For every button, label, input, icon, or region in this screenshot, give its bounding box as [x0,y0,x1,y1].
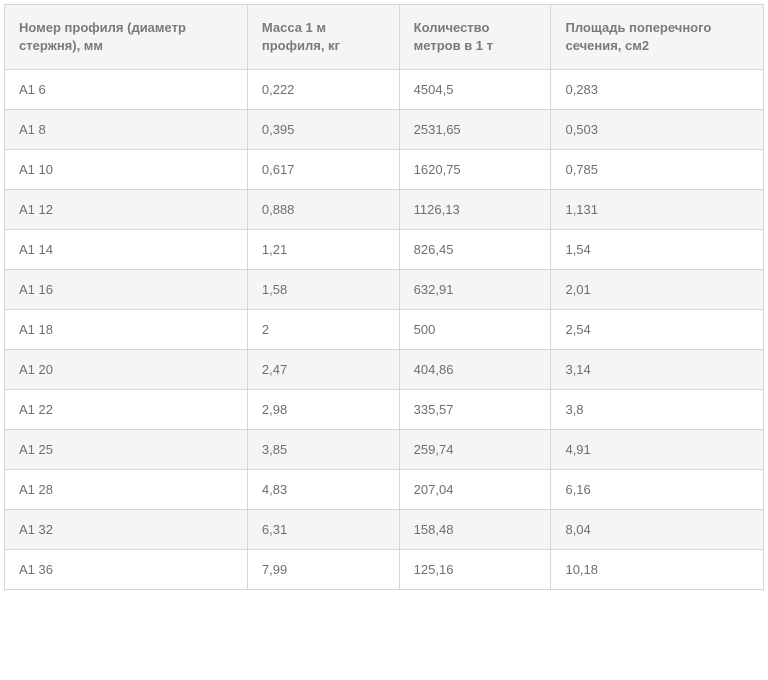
cell-meters: 404,86 [399,350,551,390]
cell-area: 2,54 [551,310,764,350]
cell-area: 1,131 [551,190,764,230]
cell-mass: 0,888 [247,190,399,230]
col-header-meters: Количество метров в 1 т [399,5,551,70]
table-row: А1 28 4,83 207,04 6,16 [5,470,764,510]
cell-profile: А1 12 [5,190,248,230]
table-row: А1 36 7,99 125,16 10,18 [5,550,764,590]
cell-meters: 158,48 [399,510,551,550]
cell-mass: 0,617 [247,150,399,190]
cell-mass: 1,21 [247,230,399,270]
cell-area: 4,91 [551,430,764,470]
table-row: А1 10 0,617 1620,75 0,785 [5,150,764,190]
table-row: А1 22 2,98 335,57 3,8 [5,390,764,430]
cell-profile: А1 14 [5,230,248,270]
cell-meters: 125,16 [399,550,551,590]
cell-mass: 7,99 [247,550,399,590]
cell-area: 0,283 [551,70,764,110]
cell-profile: А1 18 [5,310,248,350]
cell-meters: 207,04 [399,470,551,510]
cell-profile: А1 10 [5,150,248,190]
cell-area: 1,54 [551,230,764,270]
table-head: Номер профиля (диаметр стержня), мм Масс… [5,5,764,70]
cell-profile: А1 28 [5,470,248,510]
cell-area: 3,14 [551,350,764,390]
cell-mass: 0,395 [247,110,399,150]
cell-mass: 3,85 [247,430,399,470]
cell-area: 0,785 [551,150,764,190]
cell-mass: 1,58 [247,270,399,310]
col-header-area: Площадь поперечного сечения, см2 [551,5,764,70]
cell-area: 3,8 [551,390,764,430]
cell-profile: А1 8 [5,110,248,150]
cell-area: 8,04 [551,510,764,550]
table-row: А1 25 3,85 259,74 4,91 [5,430,764,470]
cell-profile: А1 16 [5,270,248,310]
cell-area: 10,18 [551,550,764,590]
cell-mass: 2,98 [247,390,399,430]
cell-meters: 500 [399,310,551,350]
col-header-profile: Номер профиля (диаметр стержня), мм [5,5,248,70]
profile-table-container: Номер профиля (диаметр стержня), мм Масс… [4,4,764,590]
cell-meters: 2531,65 [399,110,551,150]
cell-mass: 0,222 [247,70,399,110]
col-header-mass: Масса 1 м профиля, кг [247,5,399,70]
cell-mass: 2,47 [247,350,399,390]
table-row: А1 18 2 500 2,54 [5,310,764,350]
cell-meters: 4504,5 [399,70,551,110]
cell-meters: 826,45 [399,230,551,270]
cell-area: 2,01 [551,270,764,310]
cell-meters: 335,57 [399,390,551,430]
table-body: А1 6 0,222 4504,5 0,283 А1 8 0,395 2531,… [5,70,764,590]
table-row: А1 6 0,222 4504,5 0,283 [5,70,764,110]
table-row: А1 14 1,21 826,45 1,54 [5,230,764,270]
cell-meters: 1126,13 [399,190,551,230]
cell-meters: 259,74 [399,430,551,470]
cell-meters: 1620,75 [399,150,551,190]
cell-profile: А1 36 [5,550,248,590]
cell-meters: 632,91 [399,270,551,310]
table-row: А1 16 1,58 632,91 2,01 [5,270,764,310]
cell-mass: 4,83 [247,470,399,510]
cell-mass: 6,31 [247,510,399,550]
cell-area: 0,503 [551,110,764,150]
table-row: А1 20 2,47 404,86 3,14 [5,350,764,390]
cell-profile: А1 22 [5,390,248,430]
cell-area: 6,16 [551,470,764,510]
cell-profile: А1 32 [5,510,248,550]
cell-profile: А1 6 [5,70,248,110]
profile-table: Номер профиля (диаметр стержня), мм Масс… [4,4,764,590]
table-row: А1 32 6,31 158,48 8,04 [5,510,764,550]
cell-mass: 2 [247,310,399,350]
cell-profile: А1 25 [5,430,248,470]
table-row: А1 8 0,395 2531,65 0,503 [5,110,764,150]
table-header-row: Номер профиля (диаметр стержня), мм Масс… [5,5,764,70]
table-row: А1 12 0,888 1126,13 1,131 [5,190,764,230]
cell-profile: А1 20 [5,350,248,390]
